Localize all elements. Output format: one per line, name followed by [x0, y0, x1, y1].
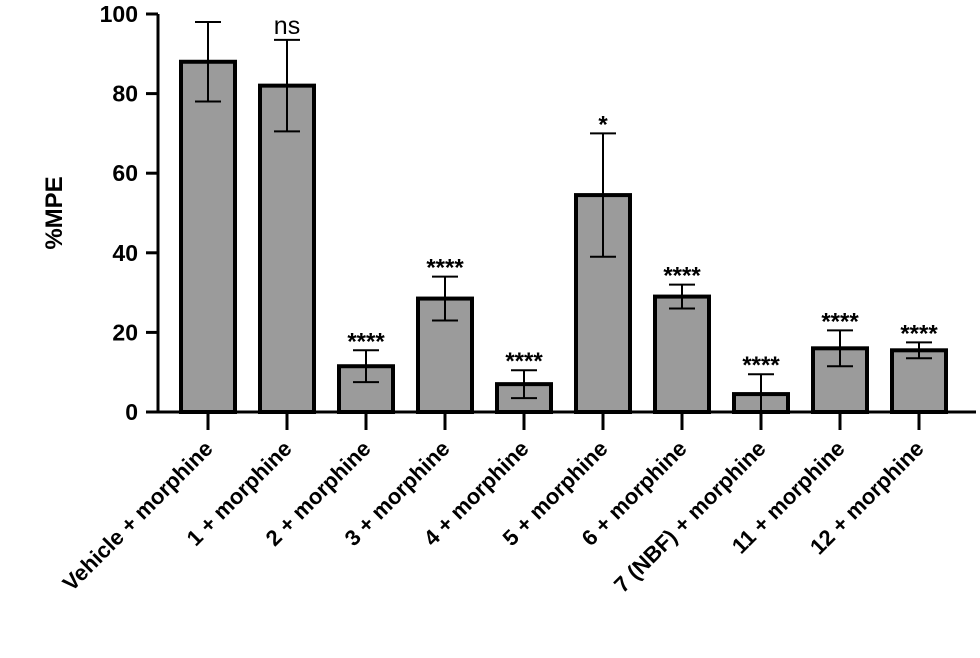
significance-label: ****	[900, 320, 938, 347]
significance-label: ****	[347, 328, 385, 355]
x-tick-label: Vehicle + morphine	[58, 436, 218, 596]
y-tick-label: 60	[112, 160, 138, 186]
y-tick-label: 0	[125, 399, 138, 425]
y-tick-label: 20	[112, 319, 138, 345]
significance-label: ****	[742, 352, 780, 379]
y-tick-label: 80	[112, 81, 138, 107]
bar	[890, 348, 948, 414]
bar	[258, 83, 316, 414]
significance-label: ****	[663, 263, 701, 290]
x-tick-label: 7 (NBF) + morphine	[609, 436, 771, 598]
significance-label: ****	[505, 348, 543, 375]
significance-label: *	[598, 111, 608, 138]
y-tick-label: 100	[100, 1, 138, 27]
bars-layer: ns************************* ****	[179, 12, 948, 415]
significance-label: ns	[274, 12, 300, 40]
y-axis-label: %MPE	[41, 176, 68, 249]
bar	[179, 59, 237, 414]
significance-label: ****	[426, 255, 464, 282]
y-tick-label: 40	[112, 240, 138, 266]
significance-label: ****	[821, 308, 859, 335]
y-ticks: 0 20 40 60 80 100	[100, 1, 158, 425]
bar	[653, 294, 711, 414]
